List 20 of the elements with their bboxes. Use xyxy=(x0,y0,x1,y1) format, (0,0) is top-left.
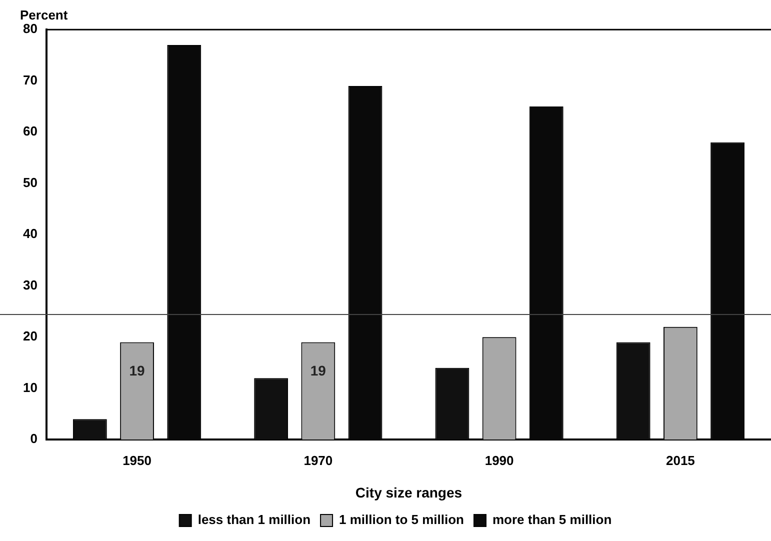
legend-label: more than 5 million xyxy=(492,512,612,528)
y-tick-label: 80 xyxy=(22,21,38,36)
x-axis-title: City size ranges xyxy=(355,484,462,500)
y-tick-label: 30 xyxy=(22,277,38,292)
y-tick-label: 60 xyxy=(22,124,38,139)
y-tick-label: 40 xyxy=(22,226,38,242)
y-tick-label: 50 xyxy=(22,174,38,190)
y-axis-title: Percent xyxy=(20,7,68,22)
x-tick-label: 1990 xyxy=(484,452,514,468)
data-label: 19 xyxy=(310,362,326,378)
data-label: 19 xyxy=(129,362,146,378)
x-tick-label: 2015 xyxy=(666,452,695,468)
x-tick-label: 1950 xyxy=(122,452,152,468)
legend-label: 1 million to 5 million xyxy=(339,512,464,528)
y-tick-label: 0 xyxy=(30,431,38,446)
y-tick-label: 70 xyxy=(22,72,38,88)
y-tick-label: 10 xyxy=(22,380,38,395)
legend-label: less than 1 million xyxy=(198,512,311,528)
x-tick-label: 1970 xyxy=(304,452,333,468)
y-tick-label: 20 xyxy=(22,328,38,344)
